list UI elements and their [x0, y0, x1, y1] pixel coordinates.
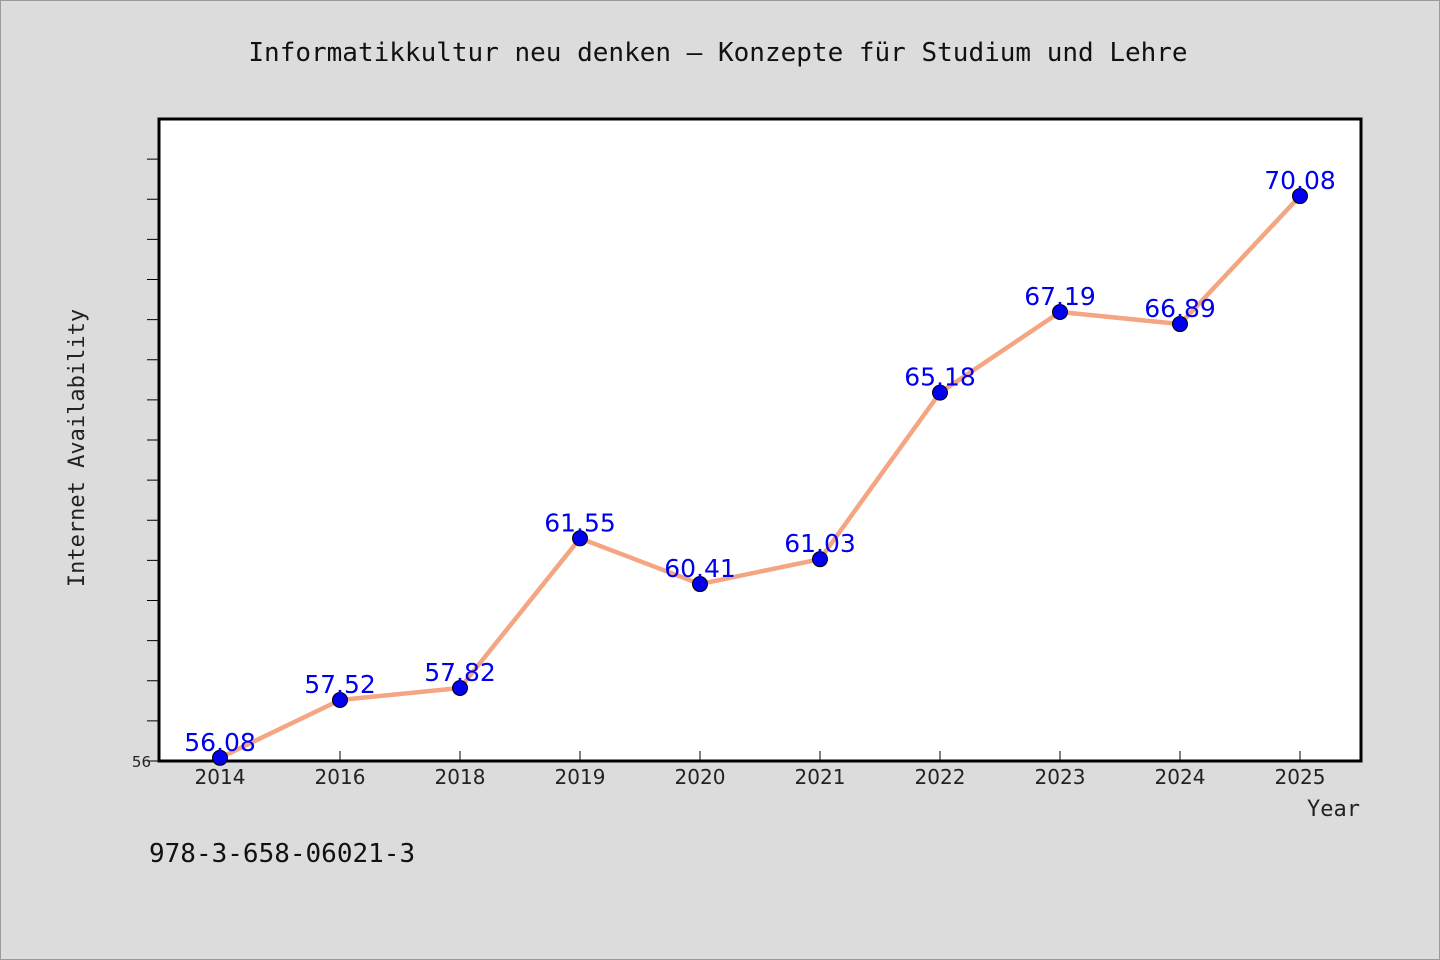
x-axis-ticks: 2014 2016 2018 2019 2020 2021 2022 2023 2024 2025	[195, 751, 1326, 789]
data-point-label: 60.41	[664, 554, 736, 583]
y-axis-ticks: 56	[132, 158, 159, 771]
data-point-marker	[572, 530, 588, 547]
chart-title: Informatikkultur neu denken – Konzepte f…	[248, 38, 1187, 68]
series-markers	[212, 188, 1308, 766]
data-labels: 56.08 57.52 57.82 61.55 60.41 61.03 65.18 67.19…	[184, 166, 1336, 757]
data-point-marker	[1052, 304, 1068, 321]
data-point-marker	[812, 551, 828, 568]
series-line-group	[217, 193, 1303, 761]
x-tick-label: 2023	[1035, 765, 1086, 789]
series-line	[217, 193, 1303, 761]
y-tick-label: 56	[132, 753, 151, 771]
y-axis-label: Internet Availability	[65, 309, 90, 587]
data-point-label: 61.03	[784, 529, 856, 558]
x-tick-label: 2020	[675, 765, 726, 789]
data-point-label: 57.82	[424, 658, 496, 687]
data-point-marker	[1172, 316, 1188, 333]
data-point-label: 57.52	[304, 670, 376, 699]
x-tick-label: 2025	[1275, 765, 1326, 789]
data-point-marker	[332, 692, 348, 709]
data-point-marker	[452, 679, 468, 696]
data-point-marker	[212, 749, 228, 766]
data-point-marker	[692, 576, 708, 593]
data-point-label: 56.08	[184, 728, 256, 757]
x-tick-label: 2019	[555, 765, 606, 789]
data-point-label: 66.89	[1144, 294, 1216, 323]
x-axis-label: Year	[1307, 797, 1360, 822]
x-tick-label: 2024	[1155, 765, 1206, 789]
x-tick-label: 2022	[915, 765, 966, 789]
x-tick-label: 2021	[795, 765, 846, 789]
data-point-label: 70.08	[1264, 166, 1336, 195]
data-point-marker	[932, 384, 948, 401]
data-point-label: 65.18	[904, 363, 976, 392]
data-point-label: 67.19	[1024, 282, 1096, 311]
x-tick-label: 2014	[195, 765, 246, 789]
data-point-marker	[1292, 188, 1308, 205]
x-tick-label: 2016	[315, 765, 366, 789]
x-tick-label: 2018	[435, 765, 486, 789]
plot-area	[157, 117, 1363, 763]
data-point-label: 61.55	[544, 508, 616, 537]
isbn-footer: 978-3-658-06021-3	[149, 839, 415, 869]
